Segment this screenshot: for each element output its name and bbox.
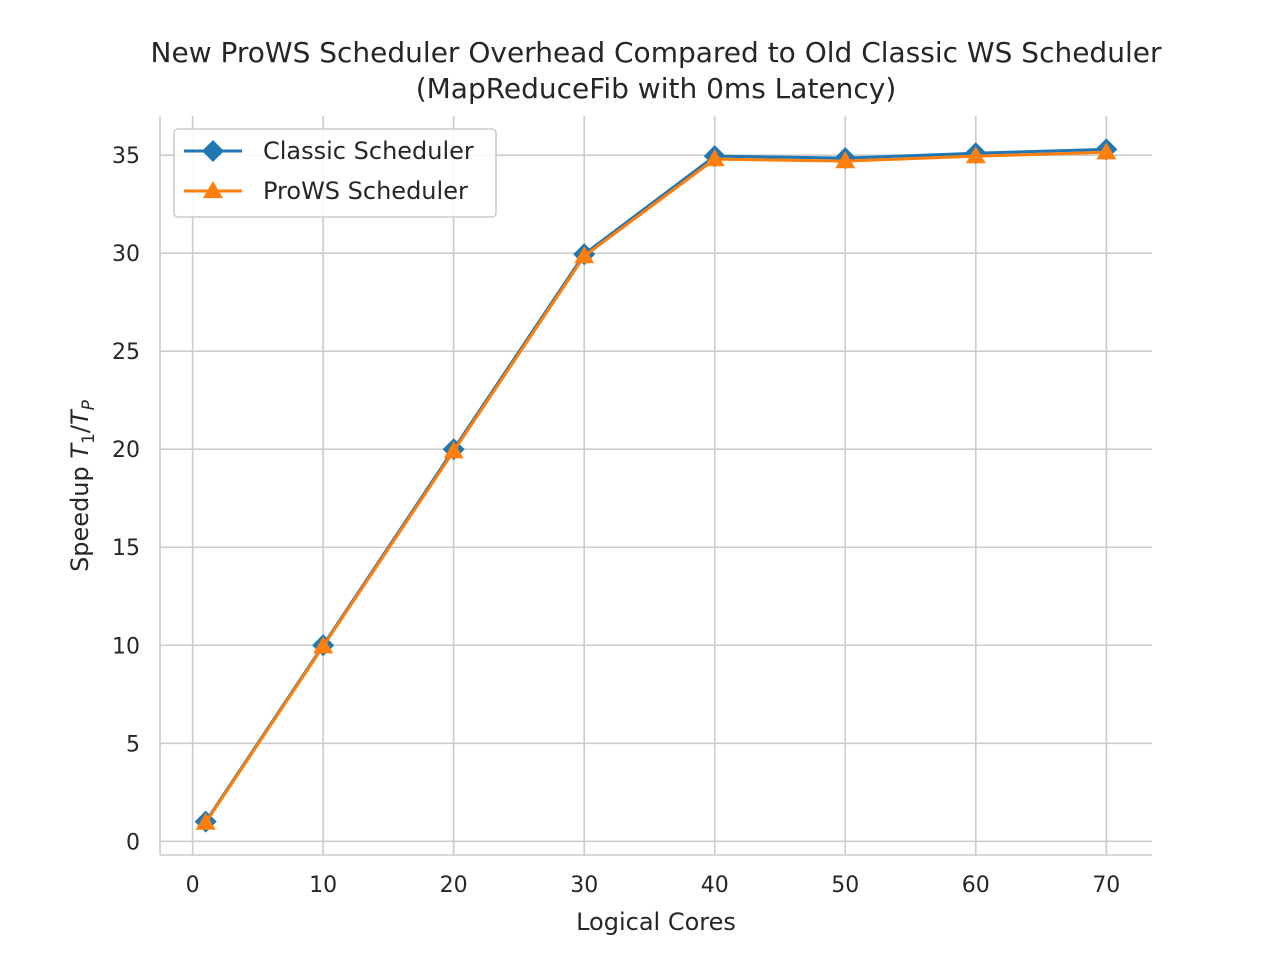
- x-tick-label: 30: [570, 873, 598, 898]
- y-tick-label: 10: [112, 634, 140, 659]
- x-tick-label: 40: [701, 873, 729, 898]
- tick-labels: 0 10 20 30 40 50 60 70 0 5 10 15 20 25 30 35: [112, 144, 1120, 898]
- y-tick-label: 15: [112, 536, 140, 561]
- series-1: [195, 142, 1117, 830]
- series-line: [204, 150, 1107, 824]
- x-tick-label: 0: [186, 873, 200, 898]
- axes-spines: [159, 116, 1152, 856]
- data-point: [965, 146, 986, 164]
- data-point: [1096, 142, 1117, 160]
- data-point: [574, 246, 595, 264]
- data-point: [195, 812, 216, 830]
- chart-title: New ProWS Scheduler Overhead Compared to…: [151, 36, 1162, 69]
- legend-frame: [173, 128, 497, 218]
- data-point: [443, 441, 464, 459]
- x-tick-label: 20: [440, 873, 468, 898]
- y-tick-label: 0: [126, 830, 140, 855]
- legend-label: ProWS Scheduler: [263, 177, 468, 205]
- x-tick-label: 50: [831, 873, 859, 898]
- legend-label: Classic Scheduler: [263, 137, 474, 165]
- legend-marker: [203, 181, 223, 199]
- x-tick-label: 10: [309, 873, 337, 898]
- y-tick-label: 5: [126, 732, 140, 757]
- x-tick-label: 70: [1092, 873, 1120, 898]
- y-axis-label: Speedup T1/TP: [66, 399, 99, 572]
- legend-marker: [202, 140, 224, 162]
- legend: Classic Scheduler ProWS Scheduler: [173, 128, 497, 218]
- data-point: [704, 149, 725, 167]
- data-point: [835, 151, 856, 169]
- y-tick-label: 25: [112, 340, 140, 365]
- x-tick-label: 60: [962, 873, 990, 898]
- chart-subtitle: (MapReduceFib with 0ms Latency): [416, 72, 897, 105]
- y-tick-label: 20: [112, 438, 140, 463]
- series-0: [194, 138, 1118, 833]
- series-line: [204, 147, 1107, 823]
- x-axis-label: Logical Cores: [576, 908, 736, 936]
- grid: [160, 116, 1152, 855]
- data-point: [313, 636, 334, 654]
- y-tick-label: 35: [112, 144, 140, 169]
- y-tick-label: 30: [112, 242, 140, 267]
- series: [194, 138, 1118, 833]
